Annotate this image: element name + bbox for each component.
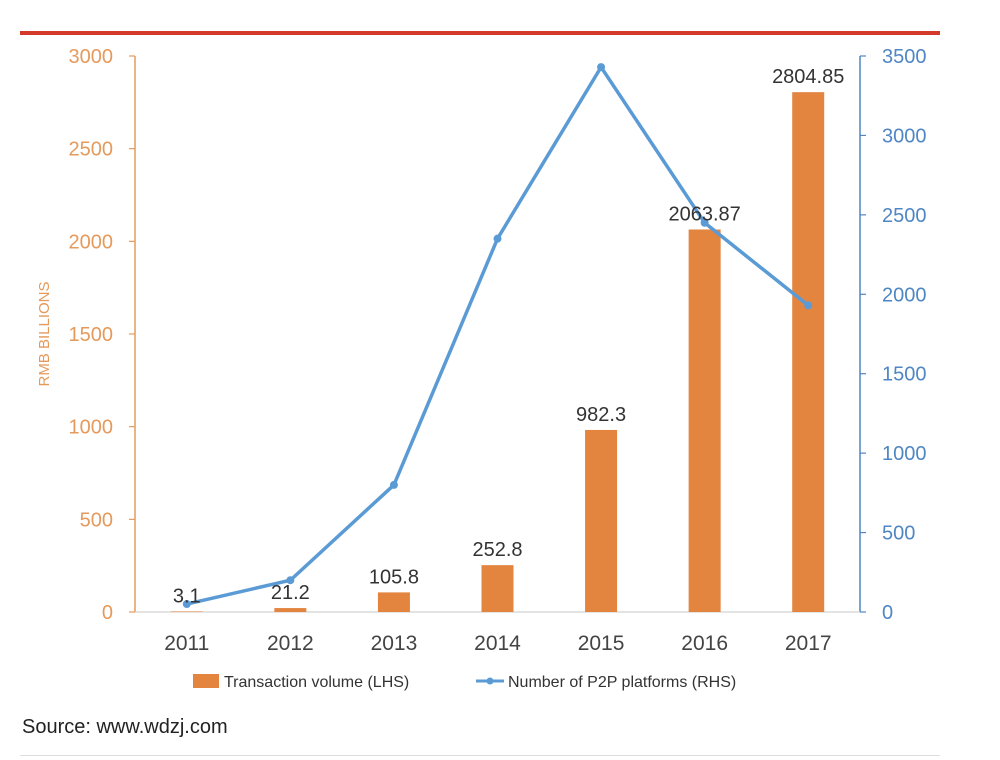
right-tick-label: 2500 bbox=[882, 205, 927, 227]
bar bbox=[170, 611, 203, 612]
bar bbox=[688, 229, 721, 612]
bar-value-label: 2063.87 bbox=[668, 203, 740, 225]
right-tick-label: 1500 bbox=[882, 364, 927, 386]
right-tick-label: 0 bbox=[882, 602, 893, 624]
legend-bar-swatch bbox=[193, 674, 219, 688]
bar-value-label: 982.3 bbox=[576, 404, 626, 426]
platforms-point bbox=[389, 480, 398, 489]
right-tick-label: 2000 bbox=[882, 284, 927, 306]
bar bbox=[377, 592, 410, 612]
legend-line-label: Number of P2P platforms (RHS) bbox=[508, 674, 736, 691]
platforms-point bbox=[182, 600, 191, 609]
x-tick-label: 2012 bbox=[267, 632, 314, 655]
right-tick-label: 3000 bbox=[882, 125, 927, 147]
left-axis-title: RMB BILLIONS bbox=[36, 281, 53, 386]
right-tick-label: 500 bbox=[882, 523, 915, 545]
left-tick-label: 500 bbox=[80, 509, 113, 531]
bar bbox=[792, 92, 825, 613]
bar bbox=[585, 429, 618, 612]
bar-value-label: 21.2 bbox=[271, 582, 310, 604]
plot-area: 0 500 1000 1500 2000 2500 3000 0 500 1000 1500 2000… bbox=[36, 46, 927, 691]
bar bbox=[274, 608, 307, 612]
platforms-point bbox=[493, 234, 502, 243]
x-tick-label: 2013 bbox=[371, 632, 418, 655]
platforms-point bbox=[286, 576, 295, 585]
bar-value-label: 252.8 bbox=[472, 539, 522, 561]
bottom-divider bbox=[20, 755, 940, 756]
legend-line-marker bbox=[486, 677, 494, 685]
left-tick-label: 3000 bbox=[69, 46, 114, 68]
left-tick-label: 1500 bbox=[69, 324, 114, 346]
x-tick-label: 2016 bbox=[681, 632, 728, 655]
x-tick-label: 2011 bbox=[164, 632, 209, 655]
platforms-point bbox=[804, 301, 813, 310]
right-tick-label: 3500 bbox=[882, 46, 927, 68]
left-tick-label: 0 bbox=[102, 602, 113, 624]
bar-value-label: 2804.85 bbox=[772, 66, 844, 88]
right-tick-label: 1000 bbox=[882, 443, 927, 465]
legend-bar-label: Transaction volume (LHS) bbox=[224, 674, 409, 691]
bar-value-label: 3.1 bbox=[173, 585, 201, 607]
left-tick-label: 1000 bbox=[69, 417, 114, 439]
platforms-point bbox=[597, 63, 606, 72]
left-tick-label: 2500 bbox=[69, 139, 114, 161]
source-note: Source: www.wdzj.com bbox=[22, 716, 228, 738]
x-tick-label: 2017 bbox=[785, 632, 832, 655]
platforms-point bbox=[700, 218, 709, 227]
left-tick-label: 2000 bbox=[69, 231, 114, 253]
x-tick-label: 2015 bbox=[578, 632, 625, 655]
bar bbox=[481, 565, 514, 612]
bar-value-label: 105.8 bbox=[369, 566, 419, 588]
x-tick-label: 2014 bbox=[474, 632, 521, 655]
